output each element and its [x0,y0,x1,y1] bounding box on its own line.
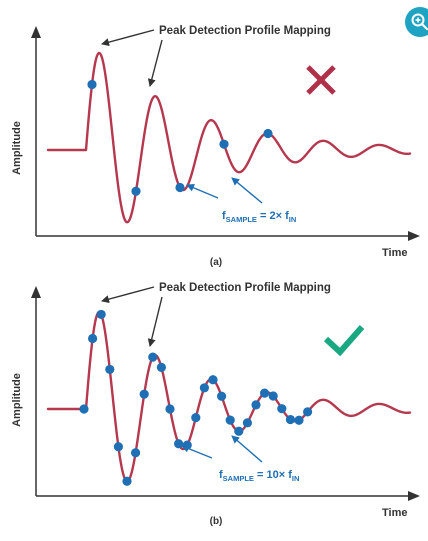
sample-point [260,388,270,398]
sample-point [148,352,158,362]
sample-arrow-2 [231,177,263,204]
y-axis-arrowhead [31,26,41,38]
sample-point [251,400,261,410]
sample-point [199,383,209,393]
sample-point [294,415,304,425]
peak-arrow-2 [147,296,163,347]
x-axis-label: Time [382,247,407,259]
sample-point [263,128,273,139]
sample-point [174,439,184,449]
peak-arrow-2 [147,39,163,87]
sample-arrow-1 [181,444,213,459]
y-axis-label: Amplitude [11,373,23,427]
cross-icon [306,65,336,95]
sample-point [122,476,132,486]
sample-point [87,79,97,90]
sample-point [219,139,229,149]
sample-point [165,404,175,414]
zoom-button[interactable] [405,7,428,37]
sample-arrow-2 [231,435,263,463]
sample-point [96,309,106,320]
sample-point [268,391,278,401]
sample-point [79,404,89,414]
sample-point [113,442,123,452]
sample-point [242,418,252,428]
panel-caption: (a) [210,257,222,268]
panel-caption: (b) [210,516,223,527]
sampling-formula: fSAMPLE = 10× fIN [219,469,299,483]
peak-detection-label: Peak Detection Profile Mapping [159,25,331,37]
x-axis-arrowhead [408,231,420,241]
sample-point [225,415,235,425]
y-axis-arrowhead [31,286,41,298]
checkmark-icon [323,325,365,357]
sample-points [87,79,273,196]
peak-detection-label: Peak Detection Profile Mapping [159,282,331,294]
sample-point [208,375,218,385]
x-axis-label: Time [382,507,407,519]
sample-point [175,182,185,193]
sample-point [131,186,141,196]
sample-point [303,407,313,417]
magnifier-plus-icon [411,13,428,31]
sample-point [105,364,115,375]
sample-point [88,333,98,344]
x-axis-arrowhead [408,491,420,501]
sample-point [191,413,201,423]
panel-b: Peak Detection Profile Mapping fSAMPLE =… [11,282,420,527]
peak-arrow-1 [101,29,155,47]
sample-point [139,389,149,399]
sample-point [285,414,295,425]
sample-arrow-1 [186,184,219,199]
waveform [46,51,412,224]
sample-point [277,404,287,414]
sampling-formula: fSAMPLE = 2× fIN [222,210,296,224]
sample-points [79,309,313,486]
panel-a: Peak Detection Profile Mapping fSAMPLE =… [11,25,420,268]
peak-arrow-1 [101,286,155,304]
sample-point [131,448,141,458]
sample-point [217,391,227,401]
y-axis-label: Amplitude [11,121,23,175]
sample-point [156,362,166,372]
sample-point [234,426,244,436]
